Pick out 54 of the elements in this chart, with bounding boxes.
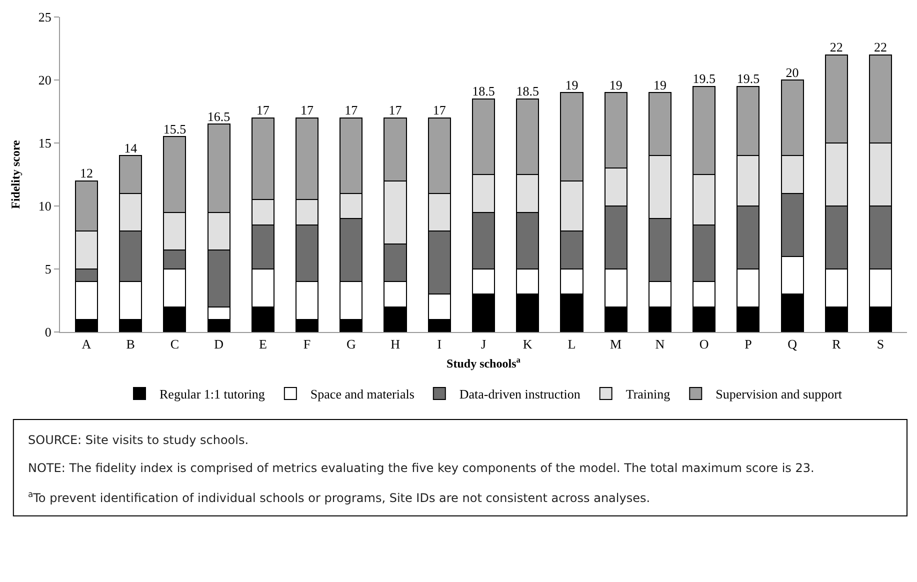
total-label: 20 [786,64,799,80]
legend-label: Supervision and support [716,386,842,402]
x-tick-label: R [832,336,842,352]
x-tick-label: H [390,336,400,352]
y-axis-title: Fidelity score [8,139,23,209]
x-tick-label: B [126,336,136,352]
total-label: 18.5 [472,84,495,99]
total-label: 18.5 [516,84,539,99]
x-tick-label: N [655,336,666,352]
text: NOTE: The fidelity index is comprised of metrics evaluating the five key components of the model. The total maximum score is 23. [28,461,814,475]
total-label: 17 [256,102,270,118]
legend-label: Training [626,386,671,402]
legend-label: Regular 1:1 tutoring [160,386,266,402]
x-tick-label: Q [788,336,798,352]
x-tick-label: J [480,336,486,352]
x-tick-label: M [610,336,622,352]
total-label: 17 [344,102,358,118]
x-tick-label: O [699,336,709,352]
total-label: 19 [609,77,622,92]
total-label: 22 [874,40,888,55]
x-tick-label: K [522,336,533,352]
y-tick-label: 20 [38,72,52,88]
y-tick-label: 0 [44,324,52,340]
total-label: 17 [300,102,314,118]
y-tick-label: 10 [38,198,52,214]
legend-label: Data-driven instruction [459,386,581,402]
total-label: 19 [565,77,578,92]
x-tick-label: P [744,336,752,352]
x-tick-label: L [568,336,576,352]
total-label: 17 [388,102,402,118]
x-tick-label: G [346,336,356,352]
x-tick-label: A [82,336,92,352]
total-label: 19.5 [736,71,760,86]
source-note: SOURCE: Site visits to study schools. [28,433,249,447]
total-label: 17 [432,102,446,118]
total-label: 16.5 [207,108,230,124]
total-label: 19 [653,77,666,92]
total-label: 19.5 [692,71,716,86]
text: $^{a}$To prevent identification of individual schools or programs, Site IDs are not consistent across analyses. [28,489,650,506]
x-tick-label: D [214,336,224,352]
legend-label: Space and materials [310,386,414,402]
total-label: 15.5 [163,121,186,136]
x-tick-label: C [170,336,180,352]
y-tick-label: 25 [38,10,52,25]
x-tick-label: F [303,336,311,352]
total-label: 22 [830,40,843,55]
total-label: 14 [124,140,138,156]
total-label: 12 [80,166,93,181]
x-tick-label: E [258,336,267,352]
x-axis-title: Study schools$^{a}$ [446,355,522,370]
y-tick-label: 15 [38,136,52,151]
x-tick-label: I [437,336,442,352]
x-tick-label: S [876,336,884,352]
y-tick-label: 5 [44,262,52,277]
